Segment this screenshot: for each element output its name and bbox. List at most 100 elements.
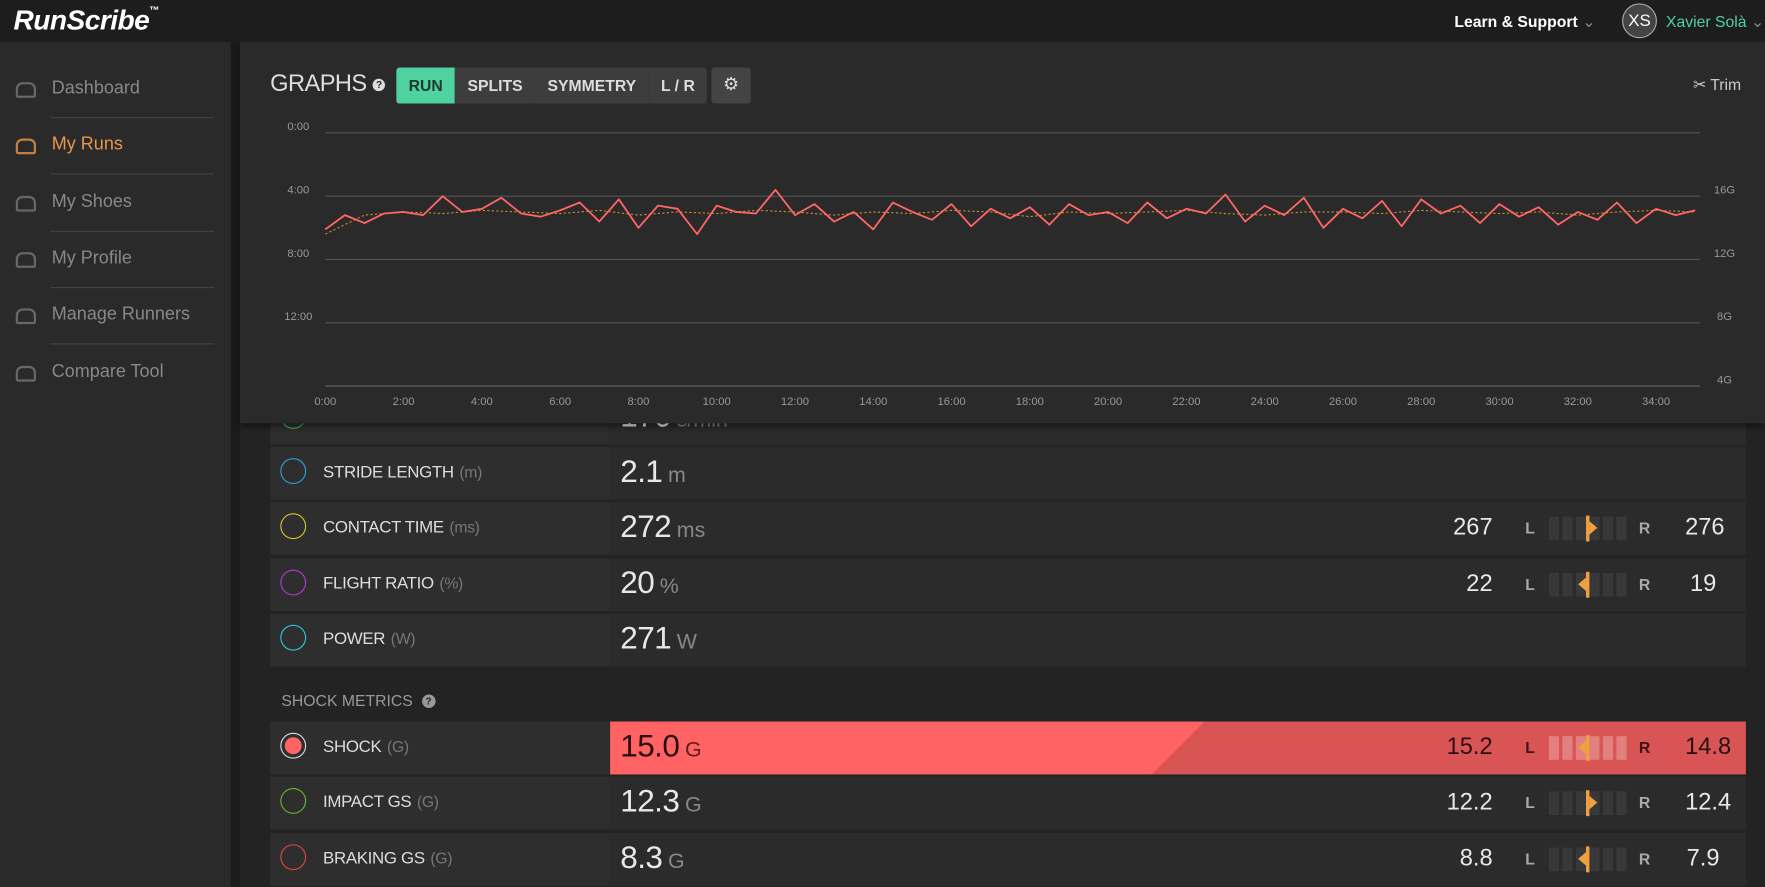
- tab[interactable]: SPLITS: [455, 67, 536, 104]
- metric-row[interactable]: IMPACT GS (G) 12.3 G 12.2 L R 12.4: [270, 776, 1746, 830]
- value-number: 8.3: [620, 839, 663, 875]
- y2-tick-label: 16G: [1714, 184, 1735, 196]
- balance-marker: [1586, 846, 1590, 873]
- nav-item[interactable]: My Runs: [0, 132, 214, 161]
- metric-row[interactable]: CONTACT TIME (ms) 272 ms 267 L R 276: [270, 502, 1746, 555]
- metric-label: STRIDE LENGTH (m): [323, 463, 482, 482]
- balance-cell: [1548, 847, 1560, 872]
- metric-name: IMPACT GS: [323, 792, 412, 812]
- label-cell: [270, 613, 609, 667]
- right-letter: R: [1638, 849, 1651, 868]
- value-number: 272: [620, 508, 672, 544]
- metric-row[interactable]: POWER (W) 271 W: [270, 613, 1746, 667]
- metric-unit-label: (m): [459, 462, 483, 481]
- left-letter: L: [1525, 849, 1535, 868]
- nav-separator: [50, 343, 214, 345]
- nav-item[interactable]: Compare Tool: [0, 359, 214, 388]
- logo[interactable]: RunScribe™: [14, 5, 160, 38]
- section-text: SHOCK METRICS: [281, 691, 413, 710]
- metric-name: STRIDE LENGTH: [323, 462, 454, 482]
- left-value: 267: [1453, 514, 1493, 541]
- metric-value: 272 ms: [620, 509, 705, 545]
- metric-row[interactable]: SHOCK (G) 15.0 G 15.2 L R 14.8: [270, 721, 1746, 775]
- metric-label: BRAKING GS (G): [323, 849, 452, 868]
- highlight-bg: [610, 721, 1746, 775]
- left-letter: L: [1525, 518, 1535, 537]
- metric-name: POWER: [323, 629, 386, 649]
- right-value: 276: [1685, 514, 1725, 541]
- balance-arrow: [1578, 740, 1587, 755]
- trim-button[interactable]: ✂ Trim: [1692, 75, 1742, 94]
- nav-separator: [50, 173, 214, 175]
- metric-label: FLIGHT RATIO (%): [323, 574, 463, 593]
- y-tick-label: 8:00: [287, 248, 309, 260]
- metric-circle: [280, 458, 307, 485]
- label-cell: [270, 721, 609, 775]
- right-letter: R: [1638, 575, 1651, 594]
- x-tick-label: 24:00: [1251, 396, 1279, 408]
- nav-icon: [15, 138, 37, 155]
- avatar[interactable]: XS: [1622, 3, 1657, 39]
- section-title: SHOCK METRICS?: [281, 691, 436, 710]
- metric-circle: [280, 844, 307, 871]
- help-menu[interactable]: Learn & Support ⌄: [1454, 12, 1596, 31]
- x-tick-label: 22:00: [1172, 396, 1200, 408]
- balance-cell: [1562, 516, 1573, 541]
- left-value: 22: [1466, 570, 1493, 597]
- metric-label: SHOCK (G): [323, 737, 409, 756]
- nav-item[interactable]: My Profile: [0, 245, 214, 274]
- metric-unit-label: (G): [430, 848, 453, 867]
- metric-row[interactable]: FLIGHT RATIO (%) 20% 22 L R 19: [270, 558, 1746, 612]
- x-tick-label: 20:00: [1094, 396, 1122, 408]
- tab[interactable]: L / R: [648, 67, 708, 104]
- balance-cell: [1602, 736, 1614, 760]
- balance-cell: [1616, 847, 1627, 872]
- balance-cell: [1575, 791, 1587, 815]
- nav-icon: [15, 195, 37, 212]
- metric-label: IMPACT GS (G): [323, 792, 439, 811]
- metric-label: POWER (W): [323, 629, 415, 648]
- label-cell: [270, 446, 609, 500]
- nav-icon: [15, 308, 37, 325]
- metric-value: 12.3 G: [620, 783, 701, 819]
- right-letter: R: [1638, 793, 1651, 812]
- metric-unit-label: (%): [439, 574, 463, 593]
- value-unit: G: [667, 849, 685, 874]
- left-value: 15.2: [1446, 733, 1493, 760]
- nav-separator: [50, 230, 214, 232]
- metric-row[interactable]: BRAKING GS (G) 8.3 G 8.8 L R 7.9: [270, 832, 1746, 886]
- metric-value: 15.0 G: [620, 728, 701, 764]
- tab[interactable]: RUN: [396, 67, 456, 104]
- settings-button[interactable]: ⚙: [711, 67, 751, 104]
- user-menu[interactable]: Xavier Solà ⌄: [1665, 12, 1765, 31]
- value-unit: ms: [676, 518, 706, 543]
- x-tick-label: 30:00: [1485, 396, 1513, 408]
- value-unit: %: [659, 575, 679, 599]
- left-value: 12.2: [1446, 789, 1493, 815]
- balance-cell: [1562, 736, 1573, 760]
- balance-cell: [1602, 572, 1614, 597]
- balance-marker: [1586, 735, 1590, 761]
- nav-separator: [50, 117, 214, 119]
- nav-item[interactable]: My Shoes: [0, 189, 214, 218]
- left-value: 8.8: [1459, 845, 1493, 872]
- tab[interactable]: SYMMETRY: [535, 67, 649, 104]
- x-tick-label: 26:00: [1329, 396, 1357, 408]
- nav-item[interactable]: Dashboard: [0, 75, 214, 104]
- metric-name: CONTACT TIME: [323, 517, 444, 537]
- label-cell: [270, 558, 609, 612]
- sidebar: Dashboard My Runs My Shoes My Profile Manage…: [0, 41, 231, 887]
- balance-cell: [1589, 847, 1600, 872]
- right-value: 7.9: [1686, 845, 1720, 872]
- nav-item[interactable]: Manage Runners: [0, 302, 214, 331]
- metric-row[interactable]: STRIDE LENGTH (m) 2.1 m: [270, 446, 1746, 500]
- balance-marker: [1586, 515, 1590, 542]
- metric-circle: [280, 732, 307, 759]
- shade: [1151, 721, 1746, 775]
- metric-value: 8.3 G: [620, 840, 684, 876]
- graphs-panel: GRAPHS ? RUN SPLITS SYMMETRY L / R ⚙ ✂ Trim: [239, 41, 1765, 424]
- value-number: 2.1: [620, 453, 663, 489]
- nav-label: Dashboard: [51, 78, 140, 98]
